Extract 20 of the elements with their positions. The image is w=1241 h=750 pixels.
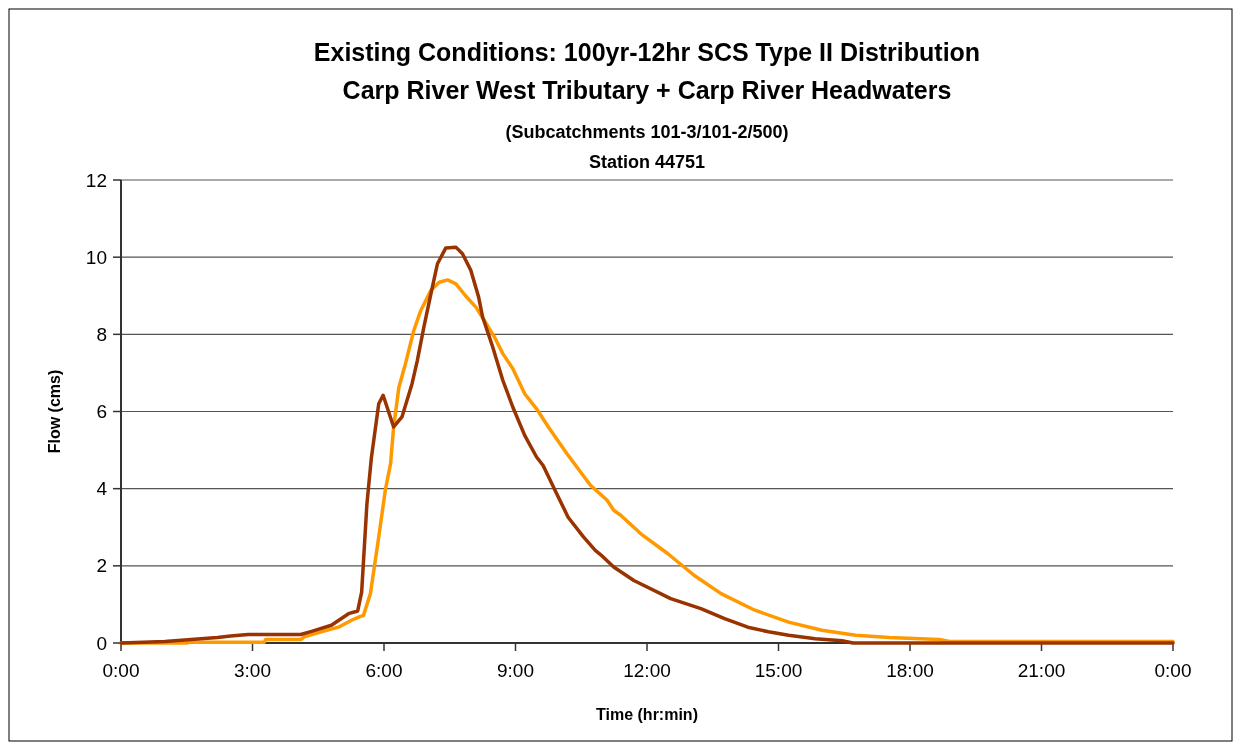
y-tick-label: 2 [96, 555, 107, 577]
chart-title: Existing Conditions: 100yr-12hr SCS Type II Distribution Carp River West Tributary + Carp River Headwaters [313, 38, 981, 104]
y-tick-label: 8 [96, 323, 107, 345]
x-tick-label: 21:00 [1017, 660, 1066, 681]
x-tick-label: 6:00 [365, 660, 403, 681]
y-axis-title: Flow (cms) [46, 369, 63, 454]
x-axis-title: Time (hr:min) [596, 706, 698, 723]
chart-subtitle: (Subcatchments 101-3/101-2/500) Station 44751 [505, 122, 789, 172]
x-tick-label: 15:00 [754, 660, 803, 681]
x-tick-label: 9:00 [497, 660, 534, 681]
y-tick-label: 10 [85, 246, 107, 268]
x-tick-label: 18:00 [886, 660, 934, 681]
x-tick-label: 0:00 [102, 660, 140, 681]
x-tick-label: 3:00 [234, 660, 271, 681]
y-tick-label: 0 [96, 632, 107, 654]
x-tick-label: 12:00 [623, 660, 671, 681]
y-tick-label: 12 [85, 169, 107, 191]
y-tick-label: 4 [96, 478, 108, 500]
y-tick-label: 6 [96, 401, 107, 423]
x-tick-label: 0:00 [1154, 660, 1192, 681]
